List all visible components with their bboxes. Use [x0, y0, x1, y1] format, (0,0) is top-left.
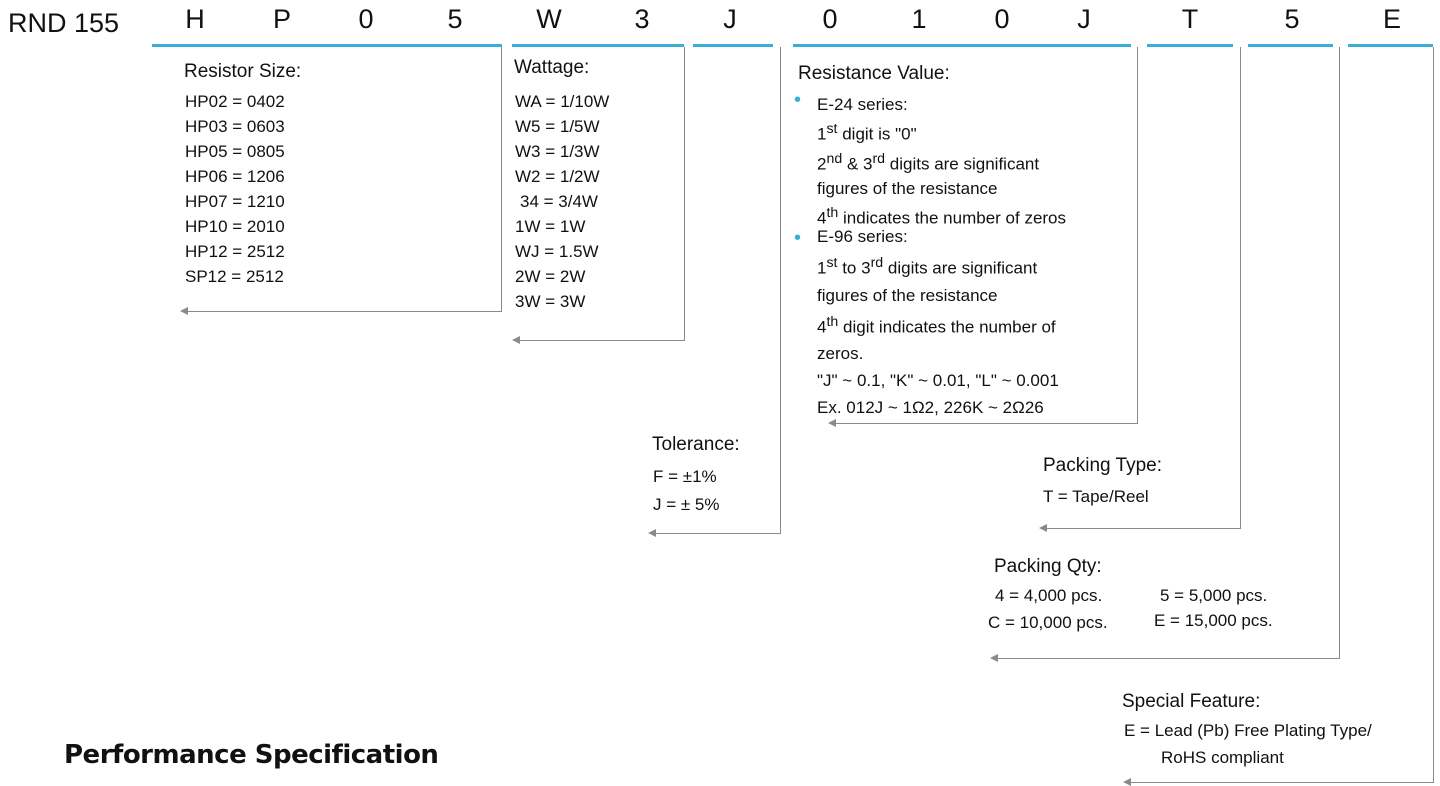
code-char-3: 0 [358, 4, 374, 34]
e96-label: E-96 series: [817, 227, 908, 246]
resistor-size-item: HP07 = 1210 [185, 192, 285, 211]
connector-resistance-horizontal [836, 423, 1138, 424]
e96-line-6: Ex. 012J ~ 1Ω2, 226K ~ 2Ω26 [817, 398, 1044, 418]
packing-type-list: T = Tape/Reel [1043, 484, 1149, 509]
packing-type-title: Packing Type: [1043, 455, 1163, 476]
wattage-item: WJ = 1.5W [515, 242, 599, 261]
code-char-10: 0 [994, 4, 1010, 34]
code-char-11: J [1077, 4, 1091, 34]
resistance-e24-block: E-24 series: 1st digit is "0" 2nd & 3rd … [817, 92, 1066, 231]
code-char-8: 0 [822, 4, 838, 34]
wattage-item: 3W = 3W [515, 292, 586, 311]
resistance-e96-block: E-96 series: 1st to 3rd digits are signi… [817, 224, 1059, 420]
code-char-12: T [1181, 4, 1199, 34]
code-char-2: P [272, 4, 291, 34]
wattage-title: Wattage: [514, 57, 590, 78]
code-char-6: 3 [634, 4, 650, 34]
wattage-item: 1W = 1W [515, 217, 586, 236]
connector-wattage-vertical [684, 47, 685, 340]
code-char-7: J [723, 4, 737, 34]
connector-wattage-horizontal [520, 340, 685, 341]
resistor-size-item: HP02 = 0402 [185, 92, 285, 111]
wattage-list: WA = 1/10W W5 = 1/5W W3 = 1/3W W2 = 1/2W… [515, 89, 609, 314]
wattage-item: WA = 1/10W [515, 92, 610, 111]
resistor-size-list: HP02 = 0402 HP03 = 0603 HP05 = 0805 HP06… [185, 89, 285, 289]
connector-tolerance-horizontal [656, 533, 781, 534]
connector-packing-type-vertical [1240, 47, 1241, 528]
wattage-item: 34 = 3/4W [520, 192, 598, 211]
e96-line-4: zeros. [817, 344, 864, 364]
resistor-size-item: HP12 = 2512 [185, 242, 285, 261]
resistor-size-item: HP06 = 1206 [185, 167, 285, 186]
packing-qty-item: 5 = 5,000 pcs. [1160, 586, 1268, 605]
packing-qty-item: 4 = 4,000 pcs. [995, 586, 1103, 605]
special-feature-item: RoHS compliant [1161, 748, 1284, 767]
connector-tolerance-vertical [780, 47, 781, 533]
underline-tolerance [693, 44, 773, 47]
arrow-tolerance [648, 529, 656, 537]
arrow-resistor-size [180, 307, 188, 315]
performance-specification-heading: Performance Specification [64, 740, 439, 770]
code-char-9: 1 [911, 4, 927, 34]
underline-packing-type [1147, 44, 1233, 47]
tolerance-title: Tolerance: [652, 434, 740, 455]
arrow-packing-type [1039, 524, 1047, 532]
packing-type-item: T = Tape/Reel [1043, 487, 1149, 506]
e24-line-2: 2nd & 3rd digits are significant [817, 150, 1040, 174]
e24-label: E-24 series: [817, 95, 908, 114]
resistor-size-item: SP12 = 2512 [185, 267, 284, 286]
e24-line-4: 4th indicates the number of zeros [817, 205, 1067, 228]
connector-packing-type-horizontal [1047, 528, 1241, 529]
code-char-13: 5 [1284, 4, 1300, 34]
resistor-size-item: HP10 = 2010 [185, 217, 285, 236]
code-char-1: H [185, 4, 205, 34]
e96-line-3: 4th digit indicates the number of [817, 313, 1056, 337]
wattage-item: W3 = 1/3W [515, 142, 600, 161]
e96-line-2: figures of the resistance [817, 285, 998, 305]
wattage-item: W2 = 1/2W [515, 167, 600, 186]
underline-packing-qty [1248, 44, 1333, 47]
tolerance-item: J = ± 5% [653, 495, 720, 514]
e24-line-1: 1st digit is "0" [817, 121, 917, 144]
connector-special-feature-horizontal [1131, 782, 1434, 783]
code-char-14: E [1382, 4, 1401, 34]
tolerance-list: F = ±1% J = ± 5% [653, 464, 720, 517]
underline-wattage [512, 44, 684, 47]
packing-qty-item: C = 10,000 pcs. [988, 613, 1108, 632]
underline-resistance [793, 44, 1131, 47]
resistor-size-item: HP03 = 0603 [185, 117, 285, 136]
code-char-5: W [536, 4, 562, 34]
e96-line-1: 1st to 3rd digits are significant [817, 255, 1038, 278]
bullet-e24: • [794, 89, 802, 111]
packing-qty-title: Packing Qty: [994, 556, 1102, 577]
resistor-size-title: Resistor Size: [184, 61, 302, 82]
connector-resistance-vertical [1137, 47, 1138, 423]
e24-line-3: figures of the resistance [817, 179, 998, 199]
tolerance-item: F = ±1% [653, 467, 717, 486]
packing-qty-item: E = 15,000 pcs. [1154, 611, 1273, 630]
resistor-size-item: HP05 = 0805 [185, 142, 285, 161]
connector-special-feature-vertical [1433, 47, 1434, 782]
connector-resistor-size-vertical [501, 47, 502, 311]
code-char-4: 5 [447, 4, 463, 34]
special-feature-title: Special Feature: [1122, 691, 1261, 712]
arrow-special-feature [1123, 778, 1131, 786]
underline-special-feature [1348, 44, 1433, 47]
part-number-prefix: RND 155 [8, 8, 120, 38]
arrow-packing-qty [990, 654, 998, 662]
resistance-title: Resistance Value: [798, 63, 950, 84]
arrow-wattage [512, 336, 520, 344]
connector-resistor-size-horizontal [188, 311, 502, 312]
underline-resistor-size [152, 44, 502, 47]
wattage-item: 2W = 2W [515, 267, 586, 286]
special-feature-item: E = Lead (Pb) Free Plating Type/ [1124, 721, 1372, 740]
connector-packing-qty-vertical [1339, 47, 1340, 658]
wattage-item: W5 = 1/5W [515, 117, 600, 136]
arrow-resistance [828, 419, 836, 427]
connector-packing-qty-horizontal [998, 658, 1340, 659]
bullet-e96: • [794, 227, 802, 249]
e96-line-5: "J" ~ 0.1, "K" ~ 0.01, "L" ~ 0.001 [817, 371, 1059, 391]
